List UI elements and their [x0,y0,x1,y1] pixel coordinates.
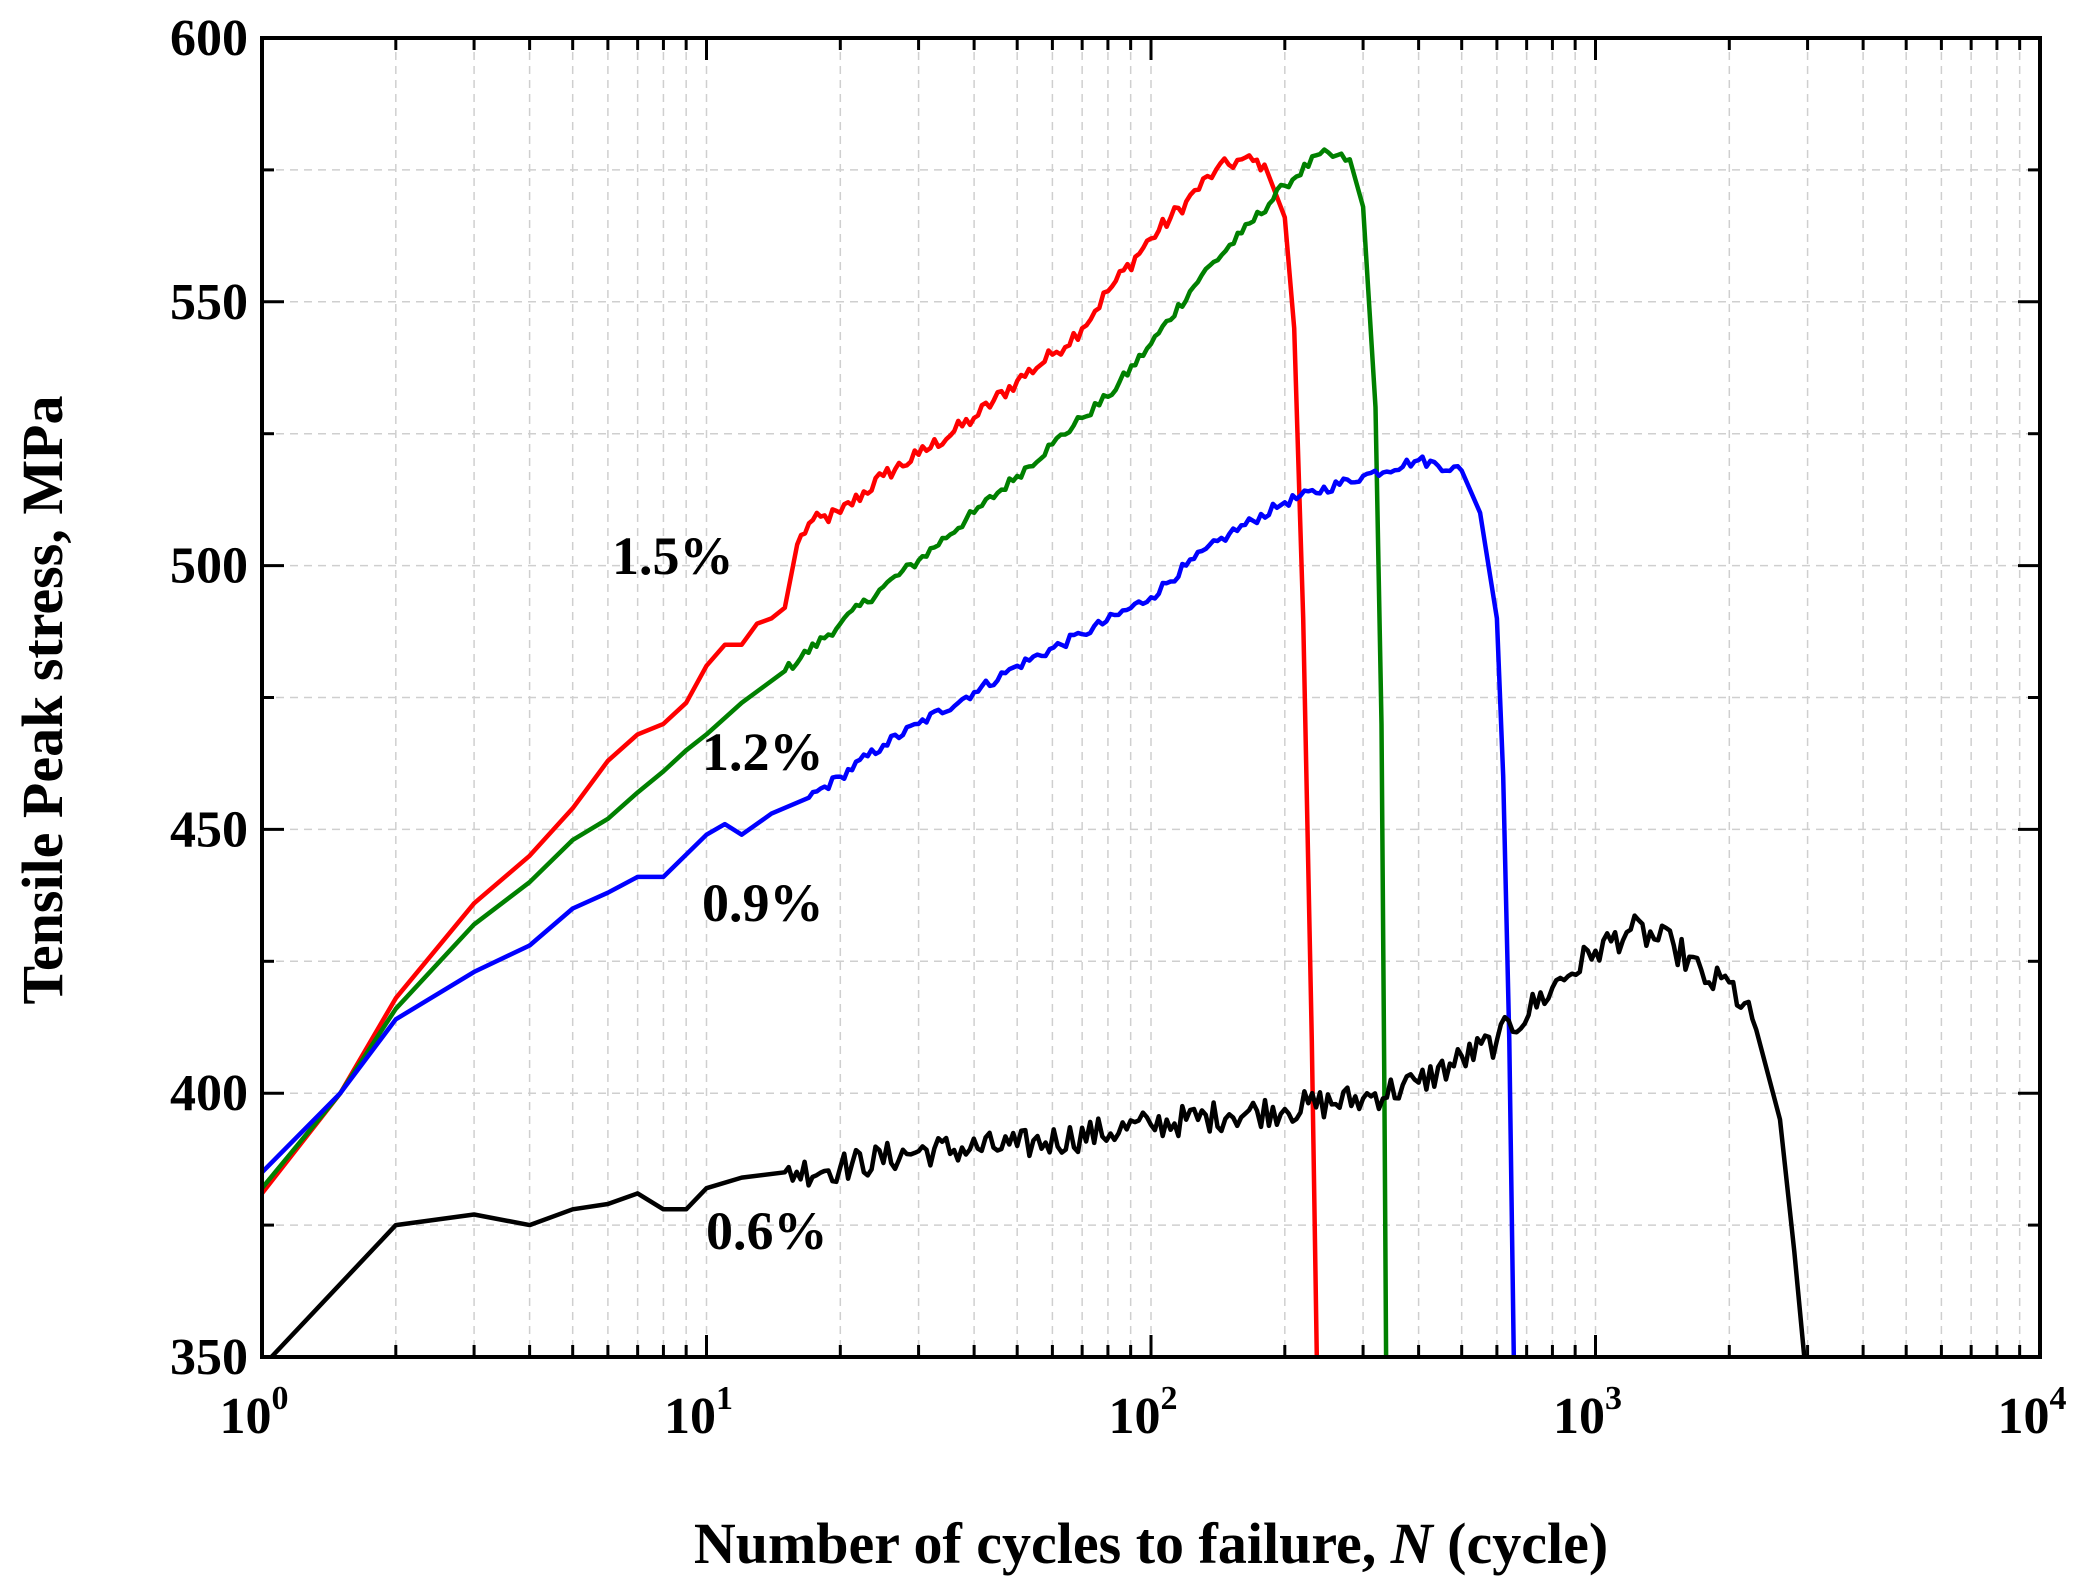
series-line-0-9pct [262,454,1517,1357]
x-tick-label: 100 [220,1380,289,1445]
x-tick-label: 101 [664,1380,733,1445]
series-layer [262,147,1807,1357]
y-tick-label: 450 [170,801,248,858]
x-tick-label: 104 [1998,1380,2067,1445]
y-tick-label: 600 [170,10,248,67]
series-label: 0.9% [702,873,824,933]
series-label: 1.5% [612,526,734,586]
series-line-1-2pct [262,147,1389,1357]
series-label: 1.2% [702,722,824,782]
series-labels: 1.5% 1.2% 0.9% 0.6% [612,526,828,1261]
series-line-0-6pct [269,913,1807,1357]
y-tick-label: 400 [170,1065,248,1122]
y-tick-label: 500 [170,538,248,595]
series-line-1-5pct [262,153,1320,1357]
y-tick-label: 350 [170,1329,248,1386]
series-label: 0.6% [706,1201,828,1261]
x-tick-label: 103 [1553,1380,1622,1445]
y-axis-title: Tensile Peak stress, MPa [10,396,75,1005]
axis-ticks: 350 400 450 500 550 600 100 101 102 103 104 [170,10,2067,1445]
y-tick-label: 550 [170,274,248,331]
x-tick-label: 102 [1109,1380,1178,1445]
x-axis-title: Number of cycles to failure, N (cycle) [694,1511,1608,1576]
